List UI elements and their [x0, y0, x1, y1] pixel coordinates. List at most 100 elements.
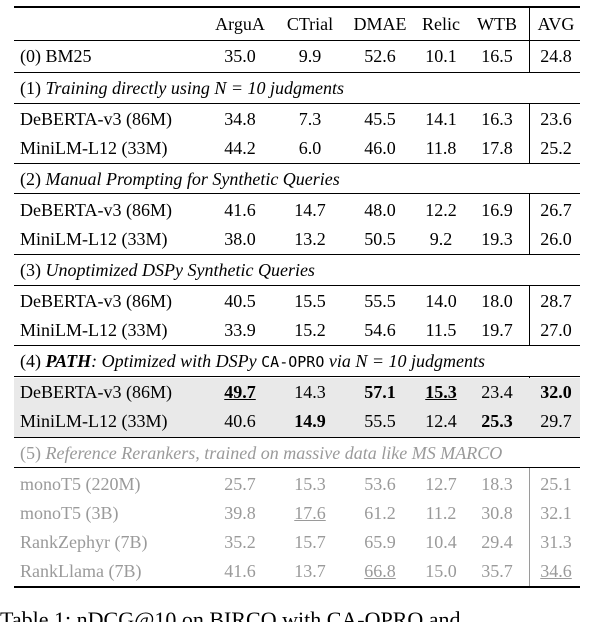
score-cell: 11.5	[425, 320, 457, 340]
top-rule	[14, 6, 580, 8]
score-cell: 40.6	[224, 411, 256, 431]
score-cell: 27.0	[540, 320, 572, 340]
section-label: (1) Training directly using N = 10 judgm…	[20, 78, 344, 98]
section-label: (3) Unoptimized DSPy Synthetic Queries	[20, 260, 315, 280]
score-cell: 16.9	[481, 200, 513, 220]
score-cell: 16.3	[481, 109, 513, 129]
score-cell: 11.2	[425, 503, 457, 523]
score-cell: 17.6	[294, 503, 326, 523]
score-cell: 18.0	[481, 291, 513, 311]
section-header: (4) PATH: Optimized with DSPy CA-OPRO vi…	[14, 347, 580, 375]
score-cell: 16.5	[481, 46, 513, 66]
table-row: MiniLM-L12 (33M) 33.9 15.2 54.6 11.5 19.…	[14, 316, 580, 344]
score-cell: 15.7	[294, 532, 326, 552]
section-label: (5) Reference Rerankers, trained on mass…	[20, 443, 503, 463]
header-col: ArguA	[215, 14, 265, 34]
header-row: ArguA CTrial DMAE Relic WTB AVG	[14, 10, 580, 38]
score-cell: 40.5	[224, 291, 256, 311]
score-cell: 29.7	[540, 411, 572, 431]
table-row: (0) BM25 35.0 9.9 52.6 10.1 16.5 24.8	[14, 42, 580, 70]
score-cell: 30.8	[481, 503, 513, 523]
section-rule	[14, 376, 580, 377]
method-name: (0) BM25	[20, 46, 92, 66]
method-name: MiniLM-L12 (33M)	[20, 229, 168, 249]
section-rule	[14, 163, 580, 164]
score-cell: 14.3	[294, 382, 326, 402]
score-cell: 23.4	[481, 382, 513, 402]
score-cell: 11.8	[425, 138, 457, 158]
score-cell: 24.8	[540, 46, 572, 66]
table-caption: Table 1: nDCG@10 on BIRCO with CA-OPRO a…	[0, 607, 461, 622]
section-header: (3) Unoptimized DSPy Synthetic Queries	[14, 256, 580, 284]
score-cell: 52.6	[364, 46, 396, 66]
score-cell: 44.2	[224, 138, 256, 158]
score-cell: 35.7	[481, 561, 513, 581]
section-header: (2) Manual Prompting for Synthetic Queri…	[14, 165, 580, 193]
table-row: monoT5 (220M) 25.7 15.3 53.6 12.7 18.3 2…	[14, 470, 580, 498]
method-name: RankLlama (7B)	[20, 561, 142, 581]
method-name: monoT5 (3B)	[20, 503, 119, 523]
score-cell: 15.5	[294, 291, 326, 311]
score-cell: 25.7	[224, 474, 256, 494]
method-name: DeBERTA-v3 (86M)	[20, 200, 172, 220]
score-cell: 38.0	[224, 229, 256, 249]
score-cell: 14.1	[425, 109, 457, 129]
table-row: RankZephyr (7B) 35.2 15.7 65.9 10.4 29.4…	[14, 528, 580, 556]
score-cell: 45.5	[364, 109, 396, 129]
score-cell: 13.7	[294, 561, 326, 581]
avg-separator	[529, 194, 530, 254]
avg-separator	[529, 41, 530, 72]
score-cell: 14.9	[294, 411, 326, 431]
table-row: RankLlama (7B) 41.6 13.7 66.8 15.0 35.7 …	[14, 557, 580, 585]
score-cell: 66.8	[364, 561, 396, 581]
section-label: (2) Manual Prompting for Synthetic Queri…	[20, 169, 340, 189]
score-cell: 10.4	[425, 532, 457, 552]
score-cell: 32.1	[540, 503, 572, 523]
score-cell: 18.3	[481, 474, 513, 494]
score-cell: 33.9	[224, 320, 256, 340]
score-cell: 26.0	[540, 229, 572, 249]
section-rule	[14, 437, 580, 438]
section-rule	[14, 254, 580, 255]
score-cell: 28.7	[540, 291, 572, 311]
header-col: Relic	[422, 14, 460, 34]
score-cell: 6.0	[298, 138, 322, 158]
score-cell: 17.8	[481, 138, 513, 158]
score-cell: 55.5	[364, 411, 396, 431]
score-cell: 49.7	[224, 382, 256, 402]
section-rule	[14, 345, 580, 346]
section-header: (1) Training directly using N = 10 judgm…	[14, 74, 580, 102]
score-cell: 54.6	[364, 320, 396, 340]
score-cell: 32.0	[540, 382, 572, 402]
score-cell: 13.2	[294, 229, 326, 249]
score-cell: 53.6	[364, 474, 396, 494]
score-cell: 25.3	[481, 411, 513, 431]
score-cell: 31.3	[540, 532, 572, 552]
section-rule	[14, 467, 580, 468]
score-cell: 41.6	[224, 561, 256, 581]
header-col: WTB	[477, 14, 517, 34]
table-row: DeBERTA-v3 (86M) 34.8 7.3 45.5 14.1 16.3…	[14, 105, 580, 133]
score-cell: 14.7	[294, 200, 326, 220]
score-cell: 61.2	[364, 503, 396, 523]
table-row-highlighted: MiniLM-L12 (33M) 40.6 14.9 55.5 12.4 25.…	[14, 407, 580, 437]
table-row: MiniLM-L12 (33M) 44.2 6.0 46.0 11.8 17.8…	[14, 134, 580, 162]
section-header: (5) Reference Rerankers, trained on mass…	[14, 439, 580, 467]
score-cell: 15.3	[294, 474, 326, 494]
score-cell: 10.1	[425, 46, 457, 66]
score-cell: 50.5	[364, 229, 396, 249]
score-cell: 15.3	[425, 382, 457, 402]
score-cell: 35.0	[224, 46, 256, 66]
method-name: MiniLM-L12 (33M)	[20, 138, 168, 158]
score-cell: 39.8	[224, 503, 256, 523]
section-rule	[14, 103, 580, 104]
score-cell: 14.0	[425, 291, 457, 311]
method-name: DeBERTA-v3 (86M)	[20, 109, 172, 129]
score-cell: 9.9	[298, 46, 322, 66]
header-col: DMAE	[353, 14, 407, 34]
table-row: MiniLM-L12 (33M) 38.0 13.2 50.5 9.2 19.3…	[14, 225, 580, 253]
section-label: (4) PATH: Optimized with DSPy CA-OPRO vi…	[20, 351, 486, 371]
avg-separator	[529, 286, 530, 345]
table-row: DeBERTA-v3 (86M) 41.6 14.7 48.0 12.2 16.…	[14, 196, 580, 224]
header-col: AVG	[537, 14, 575, 34]
